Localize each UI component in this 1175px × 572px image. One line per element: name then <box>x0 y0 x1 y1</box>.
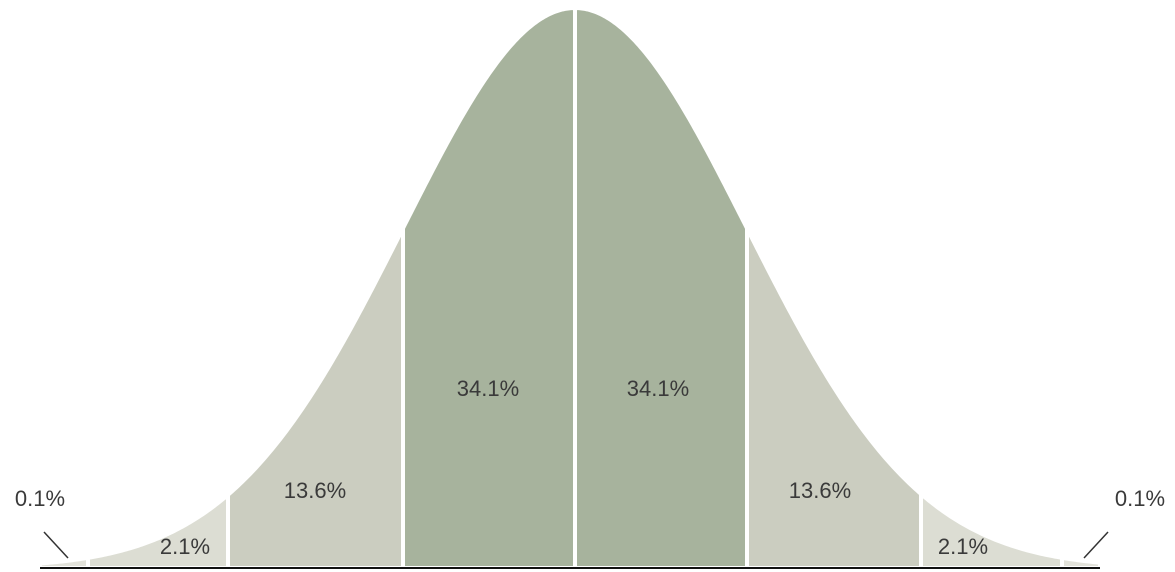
segment-label: 13.6% <box>284 478 346 503</box>
segment-label: 0.1% <box>15 486 65 511</box>
segment-label: 34.1% <box>627 376 689 401</box>
segment <box>401 5 577 570</box>
curve-segments <box>38 5 1102 570</box>
segment <box>226 227 405 570</box>
segment <box>86 490 230 570</box>
segment-label: 2.1% <box>160 534 210 559</box>
segment <box>745 227 923 570</box>
segment-label: 13.6% <box>789 478 851 503</box>
segment-label: 0.1% <box>1115 486 1165 511</box>
segment-label: 34.1% <box>457 376 519 401</box>
leader-line <box>1083 531 1109 559</box>
leader-line <box>43 531 69 559</box>
segment <box>1060 555 1102 570</box>
segment <box>919 489 1064 570</box>
segment-label: 2.1% <box>938 534 988 559</box>
segment <box>573 5 749 570</box>
segment <box>38 555 90 570</box>
